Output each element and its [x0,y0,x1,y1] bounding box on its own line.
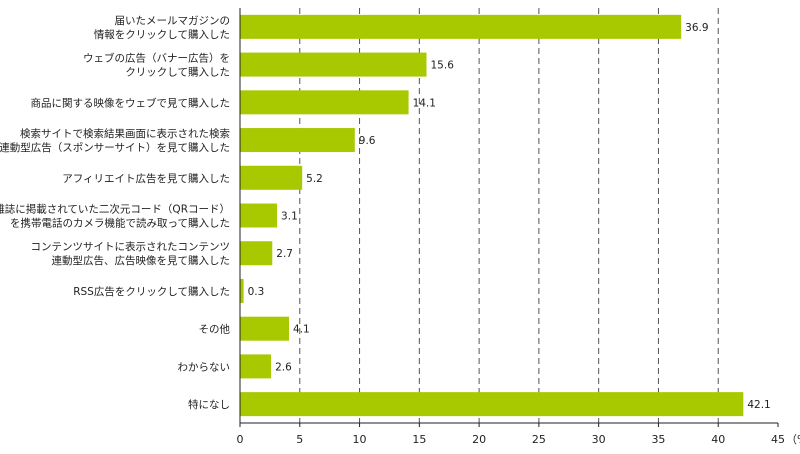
x-tick-label: 45 [771,433,785,446]
bar [240,165,303,190]
bar [240,241,273,266]
value-label: 0.3 [248,286,265,298]
x-tick-label: 30 [592,433,606,446]
category-label: 雑誌に掲載されていた二次元コード（QRコード）を携帯電話のカメラ機能で読み取って… [0,203,230,230]
bar [240,203,278,228]
value-label: 14.1 [413,97,436,109]
value-label: 2.7 [276,248,293,260]
x-tick-label: 40 [711,433,725,446]
category-label: 検索サイトで検索結果画面に表示された検索連動型広告（スポンサーサイト）を見て購入… [0,127,230,154]
value-label: 3.1 [281,211,298,223]
category-label: 届いたメールマガジンの情報をクリックして購入した [94,15,230,41]
category-label: その他 [199,323,231,336]
x-tick-labels: 0 5 10 15 20 25 30 35 40 45 [237,433,786,446]
x-unit-label: （%） [786,433,800,446]
x-tick-label: 10 [353,433,367,446]
bar [240,278,244,303]
x-tick-label: 5 [296,433,303,446]
category-label: 特になし [188,399,230,411]
x-tick-label: 15 [412,433,426,446]
bar [240,316,290,341]
category-label: コンテンツサイトに表示されたコンテンツ連動型広告、広告映像を見て購入した [31,240,231,267]
x-tick-label: 0 [237,433,244,446]
grid-lines [299,8,719,423]
category-label: わからない [178,361,231,373]
category-label: 商品に関する映像をウェブで見て購入した [31,96,231,109]
value-label: 2.6 [275,361,292,373]
category-label: RSS広告をクリックして購入した [73,285,230,298]
value-label: 36.9 [685,22,708,34]
value-label: 5.2 [306,173,323,185]
bar [240,128,355,153]
bar [240,90,409,115]
category-label: ウェブの広告（バナー広告）をクリックして購入した [83,52,230,79]
x-tick-label: 25 [532,433,546,446]
bar [240,52,427,77]
bar [240,14,682,39]
value-label: 15.6 [431,60,455,72]
x-tick-label: 20 [472,433,486,446]
bar [240,354,272,379]
value-labels: 36.9 15.6 14.1 9.6 5.2 3.1 2.7 0.3 4.1 2.6 42.1 [248,22,771,411]
category-label: アフィリエイト広告を見て購入した [62,172,230,185]
value-label: 9.6 [359,135,376,147]
value-label: 42.1 [747,399,770,411]
bars [240,14,744,417]
bar [240,392,744,417]
x-tick-label: 35 [651,433,665,446]
category-labels: 届いたメールマガジンの情報をクリックして購入したウェブの広告（バナー広告）をクリ… [0,15,230,411]
value-label: 4.1 [293,324,310,336]
axes [239,8,779,427]
